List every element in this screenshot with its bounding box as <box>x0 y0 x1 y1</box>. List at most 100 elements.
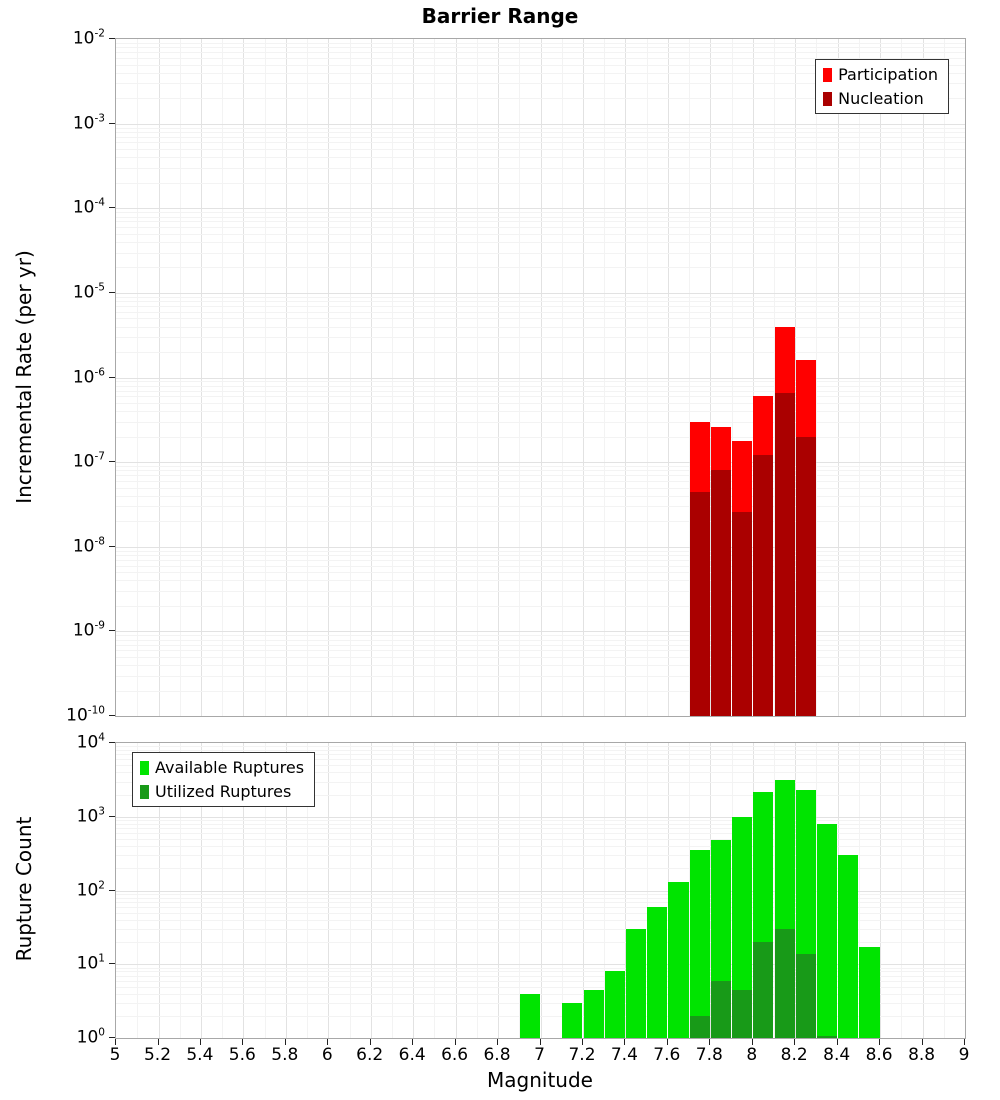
y-tick-mark <box>109 545 115 547</box>
x-tick-label: 6.2 <box>356 1045 384 1065</box>
horizontal-gridline <box>116 495 965 497</box>
horizontal-gridline <box>116 480 965 482</box>
horizontal-gridline <box>116 377 965 379</box>
y-tick-label: 10-5 <box>72 281 105 303</box>
legend-item: Participation <box>823 65 938 84</box>
horizontal-gridline <box>116 846 965 848</box>
x-tick-mark <box>921 1039 923 1045</box>
y-tick-label: 10-4 <box>72 196 105 218</box>
horizontal-gridline <box>116 559 965 561</box>
y-axis-label-count: Rupture Count <box>12 816 36 962</box>
horizontal-gridline <box>116 823 965 825</box>
bar-available-ruptures <box>519 993 540 1038</box>
x-tick-label: 7.4 <box>610 1045 638 1065</box>
x-tick-label: 8.6 <box>865 1045 893 1065</box>
y-tick-label: 10-10 <box>66 704 105 726</box>
horizontal-gridline <box>116 216 965 218</box>
x-tick-mark <box>115 1039 116 1045</box>
horizontal-gridline <box>116 506 965 508</box>
horizontal-gridline <box>116 521 965 523</box>
y-tick-mark <box>109 815 115 817</box>
horizontal-gridline <box>116 390 965 392</box>
legend-label: Utilized Ruptures <box>155 782 292 801</box>
horizontal-gridline <box>116 794 965 796</box>
horizontal-gridline <box>116 318 965 320</box>
horizontal-gridline <box>116 142 965 144</box>
horizontal-gridline <box>116 897 965 899</box>
horizontal-gridline <box>116 157 965 159</box>
horizontal-gridline <box>116 337 965 339</box>
horizontal-gridline <box>116 98 965 100</box>
y-tick-mark <box>109 122 115 124</box>
horizontal-gridline <box>116 1015 965 1017</box>
x-tick-label: 5.8 <box>271 1045 299 1065</box>
x-tick-mark <box>242 1039 244 1045</box>
y-tick-mark <box>109 38 115 39</box>
legend-swatch <box>140 760 149 775</box>
legend-swatch <box>140 784 149 799</box>
horizontal-gridline <box>116 820 965 822</box>
horizontal-gridline <box>116 57 965 59</box>
y-tick-label: 10-8 <box>72 535 105 557</box>
horizontal-gridline <box>116 639 965 641</box>
bar-available-ruptures <box>689 850 710 1038</box>
horizontal-gridline <box>116 980 965 982</box>
horizontal-gridline <box>116 901 965 903</box>
horizontal-gridline <box>116 182 965 184</box>
horizontal-gridline <box>116 83 965 85</box>
horizontal-gridline <box>116 470 965 472</box>
horizontal-gridline <box>116 487 965 489</box>
horizontal-gridline <box>116 227 965 228</box>
bar-available-ruptures <box>625 929 647 1038</box>
x-tick-mark <box>582 1039 583 1045</box>
y-tick-mark <box>109 963 115 965</box>
horizontal-gridline <box>116 772 965 774</box>
legend-swatch <box>823 67 833 82</box>
horizontal-gridline <box>116 462 965 464</box>
horizontal-gridline <box>116 221 965 223</box>
bar-available-ruptures <box>647 906 668 1038</box>
horizontal-gridline <box>116 436 965 438</box>
legend: Available Ruptures Utilized Ruptures <box>132 752 316 807</box>
bar-available-ruptures <box>604 971 625 1038</box>
horizontal-gridline <box>116 385 965 387</box>
horizontal-gridline <box>116 42 965 44</box>
legend-label: Nucleation <box>838 89 924 108</box>
x-tick-label: 6.8 <box>483 1045 511 1065</box>
bar-nucleation <box>774 393 795 716</box>
horizontal-gridline <box>116 971 965 973</box>
x-tick-label: 6.4 <box>398 1045 426 1065</box>
x-tick-label: 7.2 <box>568 1045 596 1065</box>
bar-nucleation <box>689 491 710 716</box>
horizontal-gridline <box>116 352 965 353</box>
horizontal-gridline <box>116 466 965 467</box>
horizontal-gridline <box>116 233 965 235</box>
horizontal-gridline <box>116 868 965 870</box>
x-tick-mark <box>964 1039 965 1045</box>
x-tick-label: 8 <box>746 1045 758 1065</box>
x-tick-label: 9 <box>958 1045 970 1065</box>
x-tick-mark <box>794 1039 796 1045</box>
x-tick-label: 7.6 <box>653 1045 681 1065</box>
bar-nucleation <box>710 470 731 716</box>
x-tick-label: 8.8 <box>908 1045 936 1065</box>
x-tick-label: 5.6 <box>228 1045 256 1065</box>
horizontal-gridline <box>116 635 965 637</box>
y-tick-mark <box>109 715 115 716</box>
horizontal-gridline <box>116 306 965 307</box>
x-tick-mark <box>327 1039 329 1045</box>
x-tick-mark <box>624 1039 626 1045</box>
y-tick-label: 10-9 <box>72 620 105 641</box>
horizontal-gridline <box>116 828 965 830</box>
horizontal-gridline <box>116 52 965 54</box>
horizontal-gridline <box>116 644 965 646</box>
y-tick-label: 104 <box>76 731 105 753</box>
horizontal-gridline <box>116 241 965 243</box>
horizontal-gridline <box>116 421 965 423</box>
horizontal-gridline <box>116 580 965 582</box>
horizontal-gridline <box>116 326 965 328</box>
horizontal-gridline <box>116 650 965 652</box>
legend-swatch <box>823 91 833 106</box>
horizontal-gridline <box>116 750 965 752</box>
y-tick-mark <box>109 889 115 891</box>
